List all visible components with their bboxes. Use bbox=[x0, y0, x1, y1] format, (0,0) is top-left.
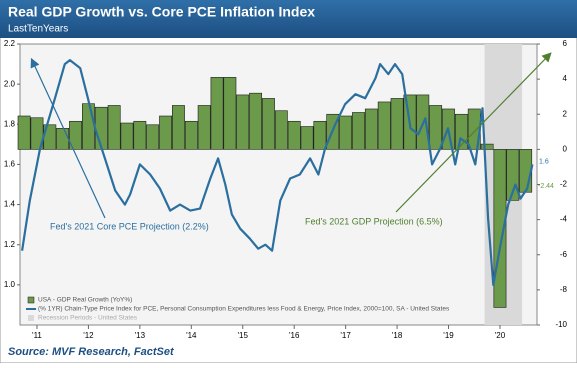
bar bbox=[364, 108, 378, 150]
bar bbox=[429, 105, 443, 150]
x-tick-label: '17 bbox=[340, 331, 351, 340]
y2-tick-label: -10 bbox=[555, 320, 567, 329]
value-label: -2.44 bbox=[538, 183, 554, 190]
legend-label: (% 1YR) Chain-Type Price Index for PCE, … bbox=[38, 306, 450, 313]
line bbox=[21, 59, 534, 286]
bar bbox=[210, 77, 224, 150]
x-tick-label: '19 bbox=[443, 331, 454, 340]
y2-tick-label: -2 bbox=[560, 180, 568, 189]
y-tick-label: 1.2 bbox=[4, 240, 16, 249]
annotation-arrow bbox=[30, 57, 106, 219]
annotation: Fed's 2021 Core PCE Projection (2.2%) bbox=[50, 221, 209, 231]
bar bbox=[197, 105, 211, 150]
bar bbox=[377, 101, 391, 150]
x-tick-label: '16 bbox=[289, 331, 300, 340]
bar bbox=[390, 98, 404, 150]
y-tick-label: 1.4 bbox=[4, 200, 16, 209]
bar bbox=[480, 143, 494, 150]
bar bbox=[146, 124, 160, 150]
bar bbox=[30, 117, 44, 150]
legend-label: Recession Periods - United States bbox=[38, 315, 138, 322]
y-tick-label: 1.0 bbox=[4, 280, 16, 289]
x-tick-label: '18 bbox=[392, 331, 403, 340]
y2-tick-label: -8 bbox=[560, 285, 568, 294]
annotation-arrow bbox=[395, 52, 552, 213]
y-tick-label: 2.0 bbox=[4, 79, 16, 88]
y2-tick-label: 2 bbox=[563, 109, 568, 118]
bar bbox=[172, 105, 185, 150]
annotation: Fed's 2021 GDP Projection (6.5%) bbox=[305, 216, 443, 226]
y-tick-label: 2.2 bbox=[4, 39, 16, 48]
x-tick-label: '15 bbox=[238, 331, 249, 340]
bar bbox=[300, 126, 314, 150]
bar bbox=[339, 115, 353, 150]
bar bbox=[236, 94, 250, 150]
bar bbox=[133, 120, 147, 150]
bar bbox=[352, 112, 365, 150]
bar bbox=[223, 77, 237, 150]
bar bbox=[120, 122, 134, 150]
bar bbox=[249, 92, 263, 150]
bar bbox=[56, 128, 70, 150]
y-tick-label: 1.8 bbox=[4, 119, 16, 128]
x-tick-label: '11 bbox=[32, 331, 42, 340]
legend-label: USA - GDP Real Growth (YoY%) bbox=[38, 297, 132, 304]
y2-tick-label: 6 bbox=[563, 39, 568, 48]
bar bbox=[313, 120, 327, 150]
bar bbox=[184, 120, 198, 150]
bar bbox=[274, 110, 288, 150]
bar bbox=[69, 120, 82, 150]
bar bbox=[82, 103, 95, 150]
x-tick-label: '12 bbox=[83, 331, 94, 340]
bar bbox=[287, 120, 301, 150]
y2-tick-label: 0 bbox=[563, 144, 568, 153]
x-tick-label: '14 bbox=[186, 331, 197, 340]
header bbox=[0, 0, 577, 38]
plot-area bbox=[19, 43, 538, 326]
legend-swatch bbox=[28, 315, 34, 321]
bar bbox=[17, 115, 31, 150]
chart-title: Real GDP Growth vs. Core PCE Inflation I… bbox=[8, 4, 315, 20]
y-tick-label: 1.6 bbox=[4, 160, 16, 169]
y2-tick-label: -6 bbox=[560, 250, 568, 259]
value-label: 1.6 bbox=[539, 158, 549, 165]
bar bbox=[159, 115, 172, 150]
legend-swatch bbox=[27, 296, 35, 304]
x-tick-label: '13 bbox=[135, 331, 146, 340]
source: Source: MVF Research, FactSet bbox=[8, 346, 175, 358]
bar bbox=[262, 98, 275, 150]
y2-tick-label: 4 bbox=[563, 74, 568, 83]
bar bbox=[94, 106, 108, 150]
chart-subtitle: LastTenYears bbox=[8, 24, 68, 35]
bar bbox=[107, 105, 121, 150]
y2-tick-label: -4 bbox=[560, 215, 568, 224]
x-tick-label: '20 bbox=[495, 331, 506, 340]
